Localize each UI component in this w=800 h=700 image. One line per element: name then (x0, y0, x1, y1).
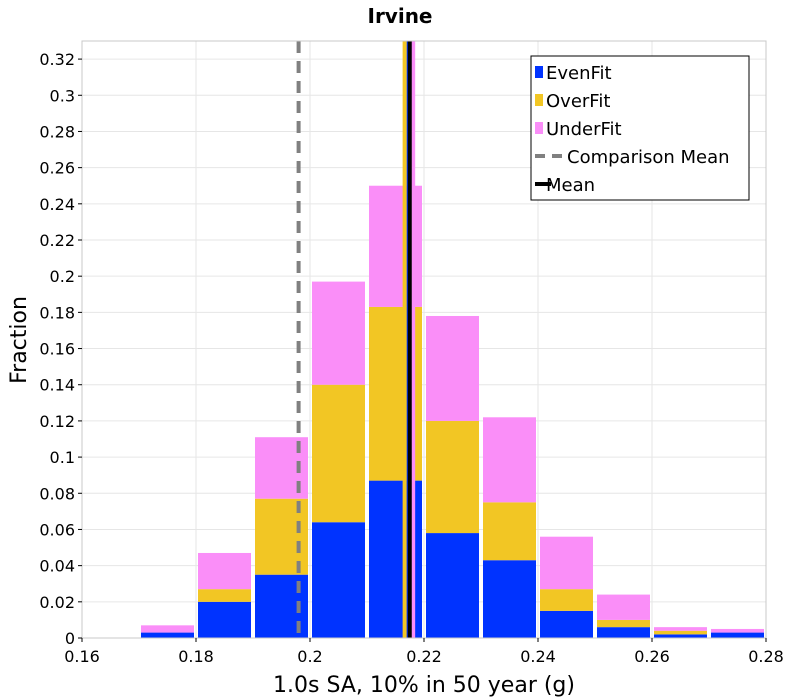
y-tick-label: 0.06 (39, 520, 75, 539)
legend-label-comparison-mean: Comparison Mean (567, 147, 730, 168)
bar-overfit (654, 630, 707, 635)
y-tick-label: 0.2 (50, 267, 75, 286)
legend-label-evenfit: EvenFit (546, 63, 612, 84)
bar-underfit (711, 628, 764, 633)
bar-underfit (426, 315, 479, 421)
x-axis-label: 1.0s SA, 10% in 50 year (g) (273, 673, 575, 698)
bar-overfit (312, 384, 365, 523)
bar-evenfit (198, 601, 251, 638)
bar-overfit (483, 502, 536, 561)
x-tick-label: 0.28 (748, 647, 784, 666)
y-tick-label: 0.12 (39, 412, 75, 431)
bar-evenfit (711, 632, 764, 638)
x-tick-label: 0.22 (406, 647, 442, 666)
legend-swatch-overfit (535, 94, 543, 106)
bar-underfit (141, 625, 194, 633)
x-tick-label: 0.16 (64, 647, 100, 666)
bar-evenfit (597, 627, 650, 638)
x-axis-ticks: 0.16 0.18 0.2 0.22 0.24 0.26 0.28 (64, 638, 784, 666)
x-tick-label: 0.2 (297, 647, 322, 666)
bar-evenfit (141, 632, 194, 638)
bar-underfit (198, 552, 251, 590)
y-tick-label: 0.22 (39, 231, 75, 250)
bar-underfit (654, 627, 707, 631)
bar-overfit (426, 420, 479, 534)
bar-overfit (540, 589, 593, 611)
bar-evenfit (312, 522, 365, 638)
chart-title: Irvine (368, 4, 433, 28)
y-tick-label: 0.08 (39, 484, 75, 503)
bar-underfit (312, 281, 365, 385)
y-tick-label: 0.28 (39, 122, 75, 141)
bar-overfit (597, 619, 650, 628)
y-tick-label: 0.32 (39, 50, 75, 69)
grid-lines (82, 41, 766, 638)
bar-underfit (483, 417, 536, 503)
x-tick-label: 0.18 (178, 647, 214, 666)
bar-underfit (597, 594, 650, 620)
legend-label-overfit: OverFit (546, 91, 610, 112)
y-tick-label: 0.26 (39, 159, 75, 178)
y-axis-label: Fraction (7, 296, 32, 384)
mean-lines (296, 41, 416, 638)
legend-label-mean: Mean (546, 175, 595, 196)
y-tick-label: 0.18 (39, 303, 75, 322)
y-tick-label: 0.1 (50, 448, 75, 467)
y-tick-label: 0 (65, 629, 75, 648)
y-tick-label: 0.24 (39, 195, 75, 214)
y-tick-label: 0.04 (39, 557, 75, 576)
y-tick-label: 0.14 (39, 376, 75, 395)
legend-swatch-underfit (535, 122, 543, 134)
bar-underfit (540, 536, 593, 590)
y-tick-label: 0.02 (39, 593, 75, 612)
bar-evenfit (654, 634, 707, 638)
legend-label-underfit: UnderFit (546, 119, 622, 140)
bar-evenfit (483, 560, 536, 638)
legend-box (530, 55, 750, 201)
y-tick-label: 0.16 (39, 340, 75, 359)
bar-evenfit (540, 610, 593, 638)
legend-swatch-evenfit (535, 66, 543, 78)
y-tick-label: 0.3 (50, 86, 75, 105)
x-tick-label: 0.24 (520, 647, 556, 666)
bar-stacks (141, 185, 764, 638)
x-tick-label: 0.26 (634, 647, 670, 666)
bar-overfit (198, 589, 251, 602)
bar-evenfit (426, 533, 479, 638)
y-axis-ticks: 0 0.02 0.04 0.06 0.08 0.1 0.12 0.14 0.16 0.18 0.2 0… (39, 50, 82, 648)
legend: EvenFit OverFit UnderFit Comparison Mean Mea… (530, 55, 750, 201)
